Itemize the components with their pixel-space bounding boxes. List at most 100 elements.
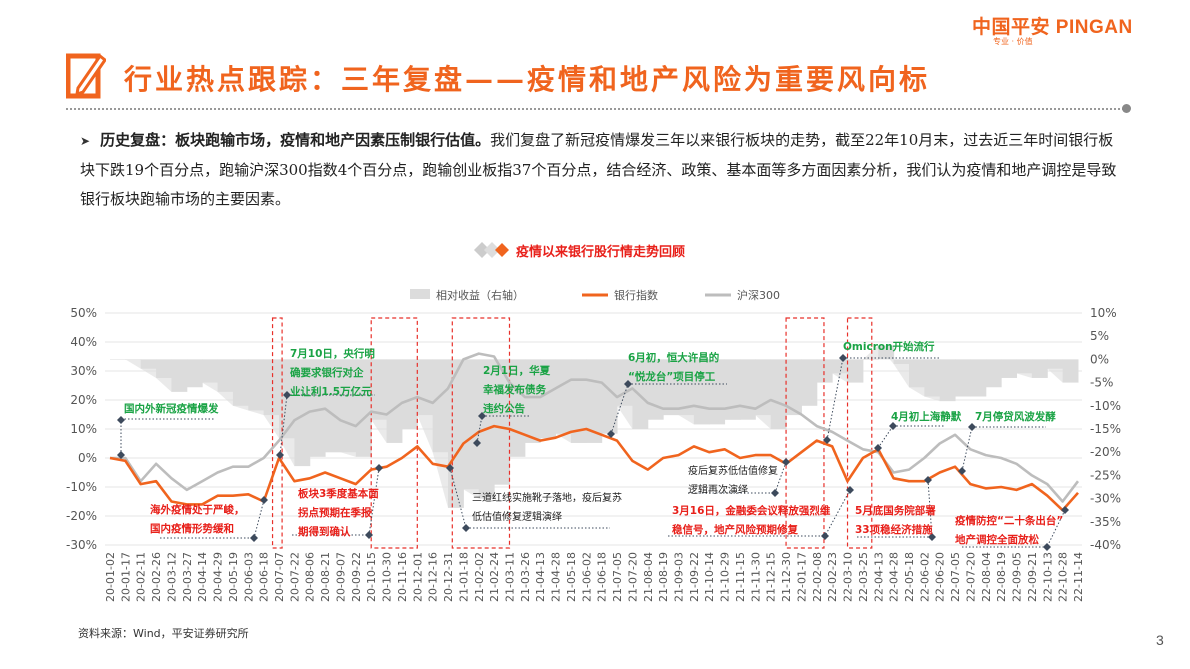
- x-axis-tick-label: 20-06-18: [258, 552, 271, 602]
- pingan-logo: 中国平安 PINGAN: [972, 17, 1133, 38]
- chart-title-group: 疫情以来银行股行情走势回顾: [474, 242, 685, 260]
- x-axis-tick-label: 20-10-15: [365, 552, 378, 602]
- annotation: 7月停贷风波发酵: [958, 410, 1056, 475]
- legend-label-hs300: 沪深300: [737, 288, 780, 302]
- left-axis-tick-label: 0%: [78, 451, 97, 465]
- x-axis-tick-label: 20-07-22: [288, 552, 301, 602]
- left-axis-tick-label: -10%: [66, 480, 97, 494]
- highlight-period-box: [846, 317, 873, 549]
- annotation-text: 5月底国务院部署: [855, 504, 936, 517]
- x-axis-tick-label: 20-08-06: [304, 552, 317, 602]
- relative-return-bar: [862, 359, 879, 360]
- x-axis-tick-label: 21-07-05: [611, 552, 624, 602]
- x-axis-tick-label: 21-09-22: [688, 552, 701, 602]
- title-divider: [66, 108, 1124, 110]
- annotation-text: 期得到确认: [298, 525, 351, 538]
- annotation-marker-diamond: [375, 464, 383, 472]
- x-axis-tick-label: 20-09-22: [350, 552, 363, 602]
- annotation-marker-diamond: [365, 531, 373, 539]
- x-axis-tick-label: 21-02-02: [473, 552, 486, 602]
- annotation-text: 3月16日，金融委会议释放强烈维: [672, 504, 831, 517]
- annotation-marker-diamond: [846, 486, 854, 494]
- x-axis-tick-label: 20-01-02: [104, 552, 117, 602]
- legend-swatch-relative: [410, 289, 430, 299]
- annotation-leader-line: [368, 467, 380, 536]
- highlight-period-box: [451, 317, 511, 549]
- x-axis-tick-label: 20-12-01: [411, 552, 424, 602]
- x-axis-tick-label: 20-12-31: [442, 552, 455, 602]
- divider-dot: [1122, 104, 1131, 113]
- right-axis-tick-label: -25%: [1090, 468, 1121, 482]
- right-axis-tick-label: 10%: [1090, 306, 1117, 320]
- relative-return-bar: [110, 359, 126, 360]
- annotation-text: 疫后复苏低估值修复: [688, 464, 778, 477]
- annotation-text: 2月1日，华夏: [483, 364, 551, 377]
- x-axis-tick-label: 21-08-04: [642, 552, 655, 602]
- right-axis-tick-label: -10%: [1090, 399, 1121, 413]
- x-axis-tick-label: 21-01-18: [457, 552, 470, 602]
- left-axis-tick-label: 10%: [70, 422, 97, 436]
- x-axis-tick-label: 20-11-16: [396, 552, 409, 602]
- x-axis-tick-label: 20-03-12: [165, 552, 178, 602]
- x-axis-tick-label: 22-01-17: [795, 552, 808, 602]
- x-axis-tick-label: 22-04-28: [888, 552, 901, 602]
- x-axis-tick-label: 22-05-18: [903, 552, 916, 602]
- bank-index-line: [109, 424, 1079, 512]
- annotation-marker-diamond: [117, 416, 125, 424]
- annotation-text: 7月10日，央行明: [290, 347, 375, 360]
- x-axis-tick-label: 22-04-13: [872, 552, 885, 602]
- x-axis-tick-label: 20-02-26: [150, 552, 163, 602]
- annotation: 海外疫情处于严峻， 国内疫情形势缓和: [150, 496, 268, 542]
- page-number: 3: [1156, 632, 1164, 648]
- annotation-marker-diamond: [283, 391, 291, 399]
- x-axis-tick-label: 21-04-13: [534, 552, 547, 602]
- x-axis-tick-label: 20-10-30: [381, 552, 394, 602]
- x-axis-tick-label: 22-06-02: [918, 552, 931, 602]
- annotation-text: 三道红线实施靴子落地，疫后复苏: [472, 491, 622, 504]
- annotation-text: 板块3季度基本面: [298, 487, 379, 500]
- annotation-text: 逻辑再次演绎: [688, 483, 748, 496]
- annotation-leader-line: [279, 394, 288, 456]
- legend: 相对收益（右轴） 银行指数 沪深300: [410, 288, 780, 302]
- left-axis-tick-label: 40%: [70, 335, 97, 349]
- x-axis-tick-label: 21-06-18: [596, 552, 609, 602]
- right-axis-tick-label: 0%: [1090, 352, 1109, 366]
- annotation-marker-diamond: [874, 444, 882, 452]
- annotation-marker-diamond: [924, 476, 932, 484]
- annotation-marker-diamond: [968, 423, 976, 431]
- annotation-marker-diamond: [276, 451, 284, 459]
- x-axis-tick-label: 22-03-25: [857, 552, 870, 602]
- annotation-marker-diamond: [117, 451, 125, 459]
- annotation-text: 6月初，恒大许昌的: [628, 351, 719, 364]
- right-axis-tick-label: 5%: [1090, 329, 1109, 343]
- annotation-marker-diamond: [624, 380, 632, 388]
- annotation-text: 拐点预期在季报: [298, 506, 372, 519]
- annotation-marker-diamond: [771, 489, 779, 497]
- right-axis-tick-label: -30%: [1090, 492, 1121, 506]
- x-axis-tick-label: 22-07-20: [964, 552, 977, 602]
- hs300-line: [110, 352, 1080, 503]
- summary-lead: 历史复盘：板块跑输市场，疫情和地产因素压制银行估值。: [100, 131, 491, 149]
- x-axis-tick-label: 22-09-21: [1026, 552, 1039, 602]
- right-axis-tick-label: -5%: [1090, 376, 1113, 390]
- x-axis-tick-label: 21-03-11: [503, 552, 516, 602]
- x-axis-tick-label: 21-03-26: [519, 552, 532, 602]
- x-axis-tick-label: 21-09-03: [673, 552, 686, 602]
- x-axis-tick-label: 20-06-03: [242, 552, 255, 602]
- annotation-text: Omicron开始流行: [843, 340, 935, 353]
- annotation-text: 幸福发布债务: [483, 383, 546, 396]
- x-axis-tick-label: 21-06-02: [580, 552, 593, 602]
- x-axis-tick-label: 21-07-20: [626, 552, 639, 602]
- annotation-marker-diamond: [478, 412, 486, 420]
- x-axis-tick-label: 22-09-05: [1011, 552, 1024, 602]
- annotation-text: 违约公告: [483, 402, 525, 415]
- annotation-marker-diamond: [839, 354, 847, 362]
- left-axis-tick-label: 50%: [70, 306, 97, 320]
- annotation-marker-diamond: [462, 524, 470, 532]
- annotation-marker-diamond: [889, 422, 897, 430]
- x-axis-tick-label: 22-11-14: [1072, 552, 1085, 602]
